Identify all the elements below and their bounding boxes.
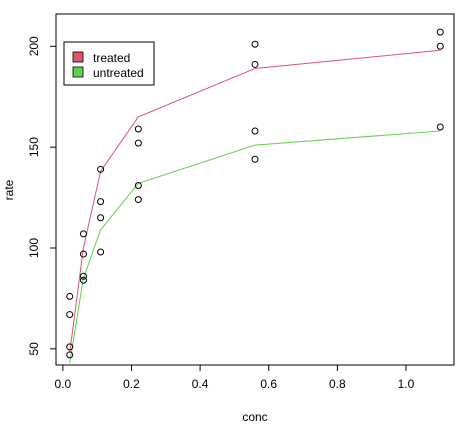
data-point (97, 214, 105, 222)
data-point (251, 127, 259, 135)
legend-box (63, 41, 155, 86)
legend: treated untreated (63, 41, 155, 86)
data-point (134, 181, 142, 189)
data-point (134, 139, 142, 147)
y-tick-label: 150 (27, 137, 41, 157)
data-point (436, 28, 444, 36)
x-tick-label: 0.2 (123, 377, 140, 391)
series-line-untreated (69, 130, 441, 364)
y-axis: 50 100 150 200 (27, 36, 57, 356)
data-point (79, 276, 87, 284)
x-axis-label: conc (242, 410, 267, 424)
x-tick-label: 0.0 (55, 377, 72, 391)
x-tick-label: 0.8 (329, 377, 346, 391)
data-point (79, 272, 87, 280)
legend-swatch-untreated (72, 66, 84, 78)
data-point (66, 292, 74, 300)
y-tick-label: 100 (27, 238, 41, 258)
data-point (66, 351, 74, 359)
data-point (251, 60, 259, 68)
series-line-treated (69, 49, 441, 353)
data-point (66, 343, 74, 351)
data-point (134, 196, 142, 204)
series-lines (69, 49, 441, 364)
x-tick-label: 0.6 (260, 377, 277, 391)
data-point (97, 165, 105, 173)
data-point (97, 248, 105, 256)
data-point (66, 311, 74, 319)
data-point (436, 123, 444, 131)
data-point (79, 250, 87, 258)
y-tick-label: 200 (27, 36, 41, 56)
x-axis: 0.0 0.2 0.4 0.6 0.8 1.0 (55, 364, 415, 391)
y-axis-label: rate (2, 179, 16, 200)
data-point (134, 125, 142, 133)
data-point (251, 155, 259, 163)
data-point (251, 40, 259, 48)
data-point (97, 198, 105, 206)
legend-label-untreated: untreated (93, 66, 144, 80)
legend-label-treated: treated (93, 51, 130, 65)
data-points (66, 28, 444, 359)
x-tick-label: 1.0 (398, 377, 415, 391)
x-tick-label: 0.4 (192, 377, 209, 391)
legend-swatch-treated (72, 51, 84, 63)
data-point (436, 42, 444, 50)
y-tick-label: 50 (27, 342, 41, 356)
data-point (79, 230, 87, 238)
